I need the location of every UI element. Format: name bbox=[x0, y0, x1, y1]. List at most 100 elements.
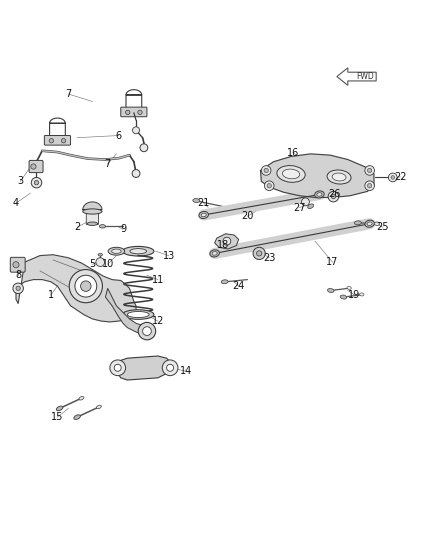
Text: 21: 21 bbox=[198, 198, 210, 208]
Text: 20: 20 bbox=[241, 211, 254, 221]
Circle shape bbox=[132, 169, 140, 177]
Circle shape bbox=[13, 283, 23, 294]
Circle shape bbox=[16, 286, 20, 290]
Circle shape bbox=[261, 166, 271, 175]
Circle shape bbox=[264, 168, 268, 173]
Ellipse shape bbox=[212, 252, 217, 255]
Ellipse shape bbox=[374, 222, 380, 225]
Ellipse shape bbox=[108, 247, 125, 255]
Text: 26: 26 bbox=[328, 189, 341, 199]
Ellipse shape bbox=[332, 173, 346, 181]
Ellipse shape bbox=[365, 220, 374, 227]
Circle shape bbox=[143, 327, 151, 335]
Text: FWD: FWD bbox=[357, 72, 374, 81]
Circle shape bbox=[301, 198, 309, 206]
Circle shape bbox=[265, 181, 274, 190]
Text: 2: 2 bbox=[74, 222, 80, 232]
Text: 3: 3 bbox=[17, 176, 23, 187]
Ellipse shape bbox=[99, 224, 106, 228]
Circle shape bbox=[49, 139, 53, 143]
Ellipse shape bbox=[277, 166, 305, 182]
Text: 5: 5 bbox=[89, 260, 95, 269]
Ellipse shape bbox=[98, 253, 102, 256]
Ellipse shape bbox=[83, 209, 102, 214]
Text: 12: 12 bbox=[152, 316, 164, 326]
Ellipse shape bbox=[347, 286, 351, 289]
Ellipse shape bbox=[57, 406, 63, 411]
Circle shape bbox=[257, 251, 262, 256]
Text: 11: 11 bbox=[152, 274, 164, 285]
Ellipse shape bbox=[317, 193, 322, 196]
Circle shape bbox=[389, 173, 397, 182]
Polygon shape bbox=[16, 255, 136, 322]
Text: 14: 14 bbox=[180, 366, 192, 376]
Circle shape bbox=[13, 262, 19, 268]
Ellipse shape bbox=[221, 280, 228, 284]
Circle shape bbox=[61, 139, 66, 143]
Circle shape bbox=[81, 281, 91, 292]
Ellipse shape bbox=[328, 288, 334, 293]
Circle shape bbox=[365, 181, 374, 190]
Text: 8: 8 bbox=[15, 270, 21, 280]
Polygon shape bbox=[83, 202, 102, 210]
Circle shape bbox=[328, 191, 339, 202]
FancyBboxPatch shape bbox=[11, 257, 25, 272]
Text: 15: 15 bbox=[51, 412, 64, 422]
Circle shape bbox=[331, 195, 336, 199]
Ellipse shape bbox=[307, 204, 314, 208]
Ellipse shape bbox=[354, 221, 361, 225]
Polygon shape bbox=[337, 68, 376, 85]
Circle shape bbox=[126, 110, 130, 115]
Text: 24: 24 bbox=[233, 281, 245, 291]
Text: 10: 10 bbox=[102, 260, 114, 269]
Ellipse shape bbox=[87, 222, 98, 225]
Polygon shape bbox=[106, 288, 147, 334]
Polygon shape bbox=[117, 356, 171, 380]
Circle shape bbox=[267, 183, 272, 188]
Ellipse shape bbox=[210, 250, 219, 257]
Circle shape bbox=[110, 360, 126, 376]
FancyBboxPatch shape bbox=[121, 107, 147, 117]
Circle shape bbox=[138, 110, 142, 115]
Text: 4: 4 bbox=[13, 198, 19, 208]
Ellipse shape bbox=[130, 248, 147, 254]
Ellipse shape bbox=[96, 405, 101, 409]
Ellipse shape bbox=[112, 249, 121, 253]
Text: 22: 22 bbox=[394, 172, 406, 182]
Ellipse shape bbox=[193, 199, 200, 203]
Circle shape bbox=[391, 176, 395, 179]
Ellipse shape bbox=[123, 310, 154, 319]
Polygon shape bbox=[215, 234, 239, 249]
Ellipse shape bbox=[367, 222, 372, 225]
Ellipse shape bbox=[314, 191, 324, 198]
Circle shape bbox=[69, 270, 102, 303]
Text: 18: 18 bbox=[217, 240, 230, 249]
Ellipse shape bbox=[201, 213, 206, 217]
Circle shape bbox=[162, 360, 178, 376]
Circle shape bbox=[367, 168, 372, 173]
Circle shape bbox=[31, 164, 36, 169]
Ellipse shape bbox=[360, 293, 364, 296]
Ellipse shape bbox=[127, 311, 149, 318]
Text: 1: 1 bbox=[48, 290, 54, 300]
Ellipse shape bbox=[283, 169, 300, 179]
FancyBboxPatch shape bbox=[44, 135, 71, 145]
Text: 27: 27 bbox=[293, 203, 306, 213]
Circle shape bbox=[75, 275, 97, 297]
Circle shape bbox=[253, 247, 265, 260]
Ellipse shape bbox=[199, 212, 208, 219]
Ellipse shape bbox=[123, 246, 154, 256]
Circle shape bbox=[166, 364, 173, 372]
FancyBboxPatch shape bbox=[86, 210, 99, 224]
Ellipse shape bbox=[79, 397, 84, 400]
Text: 13: 13 bbox=[162, 251, 175, 261]
Text: 25: 25 bbox=[377, 222, 389, 232]
FancyBboxPatch shape bbox=[29, 160, 43, 173]
Text: 7: 7 bbox=[65, 89, 71, 99]
Ellipse shape bbox=[340, 295, 347, 299]
Circle shape bbox=[96, 258, 105, 266]
Text: 23: 23 bbox=[263, 253, 276, 263]
Circle shape bbox=[223, 237, 231, 245]
Text: 9: 9 bbox=[120, 224, 126, 235]
Ellipse shape bbox=[327, 170, 351, 184]
